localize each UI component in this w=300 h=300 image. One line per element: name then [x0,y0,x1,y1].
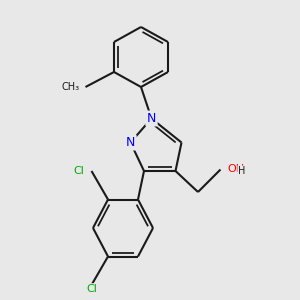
Text: N: N [147,112,156,125]
Text: Cl: Cl [73,166,84,176]
Text: N: N [126,136,135,149]
Text: OH: OH [227,164,244,175]
Text: CH₃: CH₃ [61,82,80,92]
Text: Cl: Cl [86,284,97,295]
Text: H: H [238,166,245,176]
